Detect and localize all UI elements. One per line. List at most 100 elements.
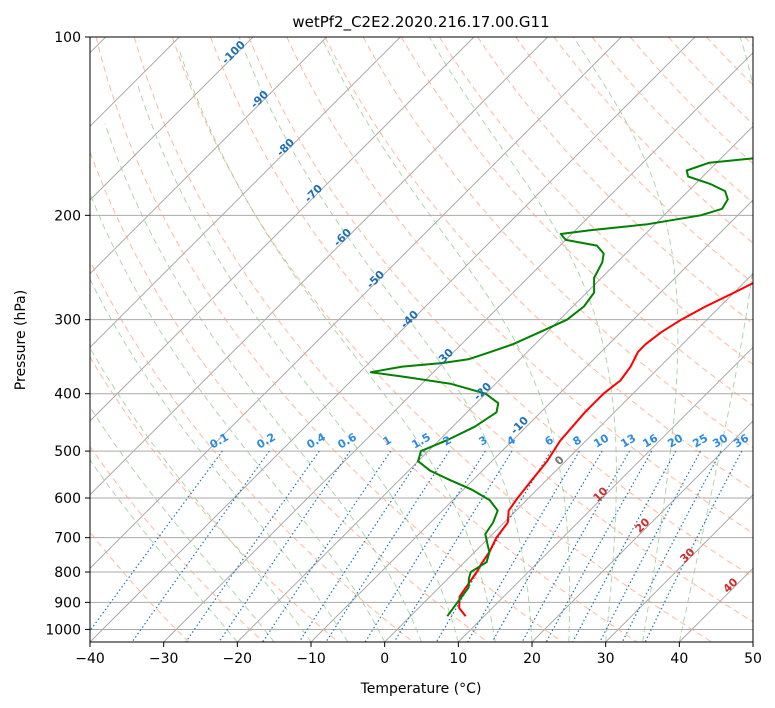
isotherm-line bbox=[605, 493, 753, 642]
mixing-ratio-line bbox=[262, 450, 392, 642]
mixing-ratio-line bbox=[90, 450, 223, 632]
mixing-ratio-label: 30 bbox=[710, 431, 730, 450]
dry-adiabat bbox=[90, 259, 414, 642]
sounding-series bbox=[369, 157, 753, 617]
isotherm-line bbox=[236, 125, 753, 642]
mixing-ratio-lines bbox=[90, 450, 743, 642]
dry-adiabats bbox=[90, 37, 753, 642]
dry-adiabat-label: -20 bbox=[471, 380, 494, 403]
dry-adiabat bbox=[553, 37, 753, 244]
y-tick-label: 200 bbox=[54, 208, 81, 224]
mixing-ratio-label: 1 bbox=[381, 433, 394, 448]
moist-adiabat bbox=[572, 37, 679, 642]
mixing-ratio-line bbox=[644, 450, 743, 642]
x-tick-label: −10 bbox=[296, 651, 326, 667]
dry-adiabat bbox=[133, 37, 638, 642]
mixing-ratio-label: 0.6 bbox=[336, 430, 360, 451]
isotherm-line bbox=[531, 420, 753, 642]
series-line bbox=[369, 157, 753, 617]
mixing-ratio-line bbox=[621, 450, 722, 642]
mixing-ratio-line bbox=[466, 450, 580, 642]
dry-adiabat-label: 0 bbox=[552, 453, 567, 468]
moist-adiabat bbox=[428, 37, 617, 642]
dry-adiabat bbox=[90, 356, 339, 642]
x-tick-label: 0 bbox=[380, 651, 389, 667]
mixing-ratio-label: 3 bbox=[477, 433, 490, 448]
moist-adiabat bbox=[90, 406, 275, 642]
isotherm-line bbox=[457, 346, 753, 642]
x-tick-label: 30 bbox=[597, 651, 615, 667]
mixing-ratio-label: 0.1 bbox=[208, 430, 231, 451]
dry-adiabat bbox=[248, 37, 753, 578]
plot-area: -100-90-80-70-60-50-40-30-20-10010203040… bbox=[90, 37, 753, 642]
mixing-ratio-line bbox=[491, 450, 603, 642]
x-tick-label: 20 bbox=[523, 651, 541, 667]
mixing-ratio-line bbox=[572, 450, 677, 642]
mixing-ratio-label: 13 bbox=[618, 432, 638, 451]
dry-adiabat-label: -50 bbox=[364, 268, 387, 291]
isotherm-line bbox=[90, 37, 696, 642]
y-tick-label: 100 bbox=[54, 30, 81, 46]
dry-adiabat-label: -40 bbox=[398, 308, 421, 331]
mixing-ratio-label: 25 bbox=[690, 432, 710, 451]
y-axis-ticks: 100 200 300 400 500 600 700 800 900 1000 bbox=[45, 30, 90, 638]
isotherm-line bbox=[90, 37, 401, 349]
dry-adiabat bbox=[171, 37, 713, 642]
y-tick-label: 300 bbox=[54, 313, 81, 329]
moist-adiabat bbox=[136, 83, 459, 642]
mixing-ratio-label: 2 bbox=[441, 433, 454, 448]
dry-adiabat-label: -100 bbox=[219, 38, 248, 67]
dry-adiabat bbox=[90, 445, 265, 642]
mixing-ratio-label: 10 bbox=[591, 431, 611, 450]
dry-adiabat-label: -60 bbox=[331, 226, 354, 249]
y-tick-label: 600 bbox=[54, 491, 81, 507]
mixing-ratio-label: 0.2 bbox=[255, 430, 278, 451]
moist-adiabat bbox=[320, 37, 571, 642]
isotherm-line bbox=[163, 51, 753, 642]
dry-adiabat-label: 30 bbox=[678, 545, 698, 565]
dry-adiabat bbox=[95, 37, 564, 642]
y-tick-label: 1000 bbox=[45, 622, 81, 638]
moist-adiabat bbox=[90, 192, 386, 642]
moist-adiabat bbox=[678, 37, 753, 642]
isotherm-line bbox=[90, 37, 622, 570]
dry-adiabat-label: -90 bbox=[248, 88, 271, 111]
moist-adiabat bbox=[178, 49, 496, 642]
mixing-ratio-label: 0.4 bbox=[305, 430, 329, 451]
chart-title: wetPf2_C2E2.2020.216.17.00.G11 bbox=[292, 13, 549, 32]
x-tick-label: 40 bbox=[670, 651, 688, 667]
dry-adiabat bbox=[400, 37, 753, 407]
mixing-ratio-label: 20 bbox=[665, 431, 685, 450]
x-tick-label: 10 bbox=[449, 651, 467, 667]
mixing-ratio-label: 8 bbox=[571, 433, 584, 448]
isotherm-line bbox=[90, 37, 328, 275]
dry-adiabat bbox=[324, 37, 753, 491]
x-tick-label: −20 bbox=[223, 651, 253, 667]
moist-adiabat bbox=[90, 278, 349, 642]
y-tick-label: 900 bbox=[54, 595, 81, 611]
dry-adiabat bbox=[362, 37, 753, 449]
mixing-ratio-label: 16 bbox=[640, 431, 660, 450]
dry-adiabat-label: -30 bbox=[433, 346, 456, 369]
isotherm-line bbox=[90, 37, 549, 496]
x-tick-label: 50 bbox=[744, 651, 762, 667]
mixing-ratio-line bbox=[131, 450, 270, 642]
dry-adiabat bbox=[706, 37, 753, 86]
dry-adiabat-label: -80 bbox=[274, 136, 297, 159]
x-axis-label: Temperature (°C) bbox=[360, 681, 482, 697]
dry-adiabat-label: 20 bbox=[633, 515, 653, 535]
x-tick-label: −30 bbox=[149, 651, 179, 667]
y-tick-label: 500 bbox=[54, 444, 81, 460]
isotherm-line bbox=[90, 37, 475, 422]
isotherm-line bbox=[752, 641, 753, 642]
mixing-ratio-line bbox=[325, 450, 450, 642]
dry-adiabat-label: 40 bbox=[721, 575, 741, 595]
moist-adiabat bbox=[90, 347, 312, 642]
series-line bbox=[458, 282, 753, 617]
dry-adiabat bbox=[90, 531, 190, 642]
isotherm-line bbox=[384, 272, 753, 642]
y-tick-label: 800 bbox=[54, 565, 81, 581]
mixing-ratio-line bbox=[298, 450, 425, 642]
